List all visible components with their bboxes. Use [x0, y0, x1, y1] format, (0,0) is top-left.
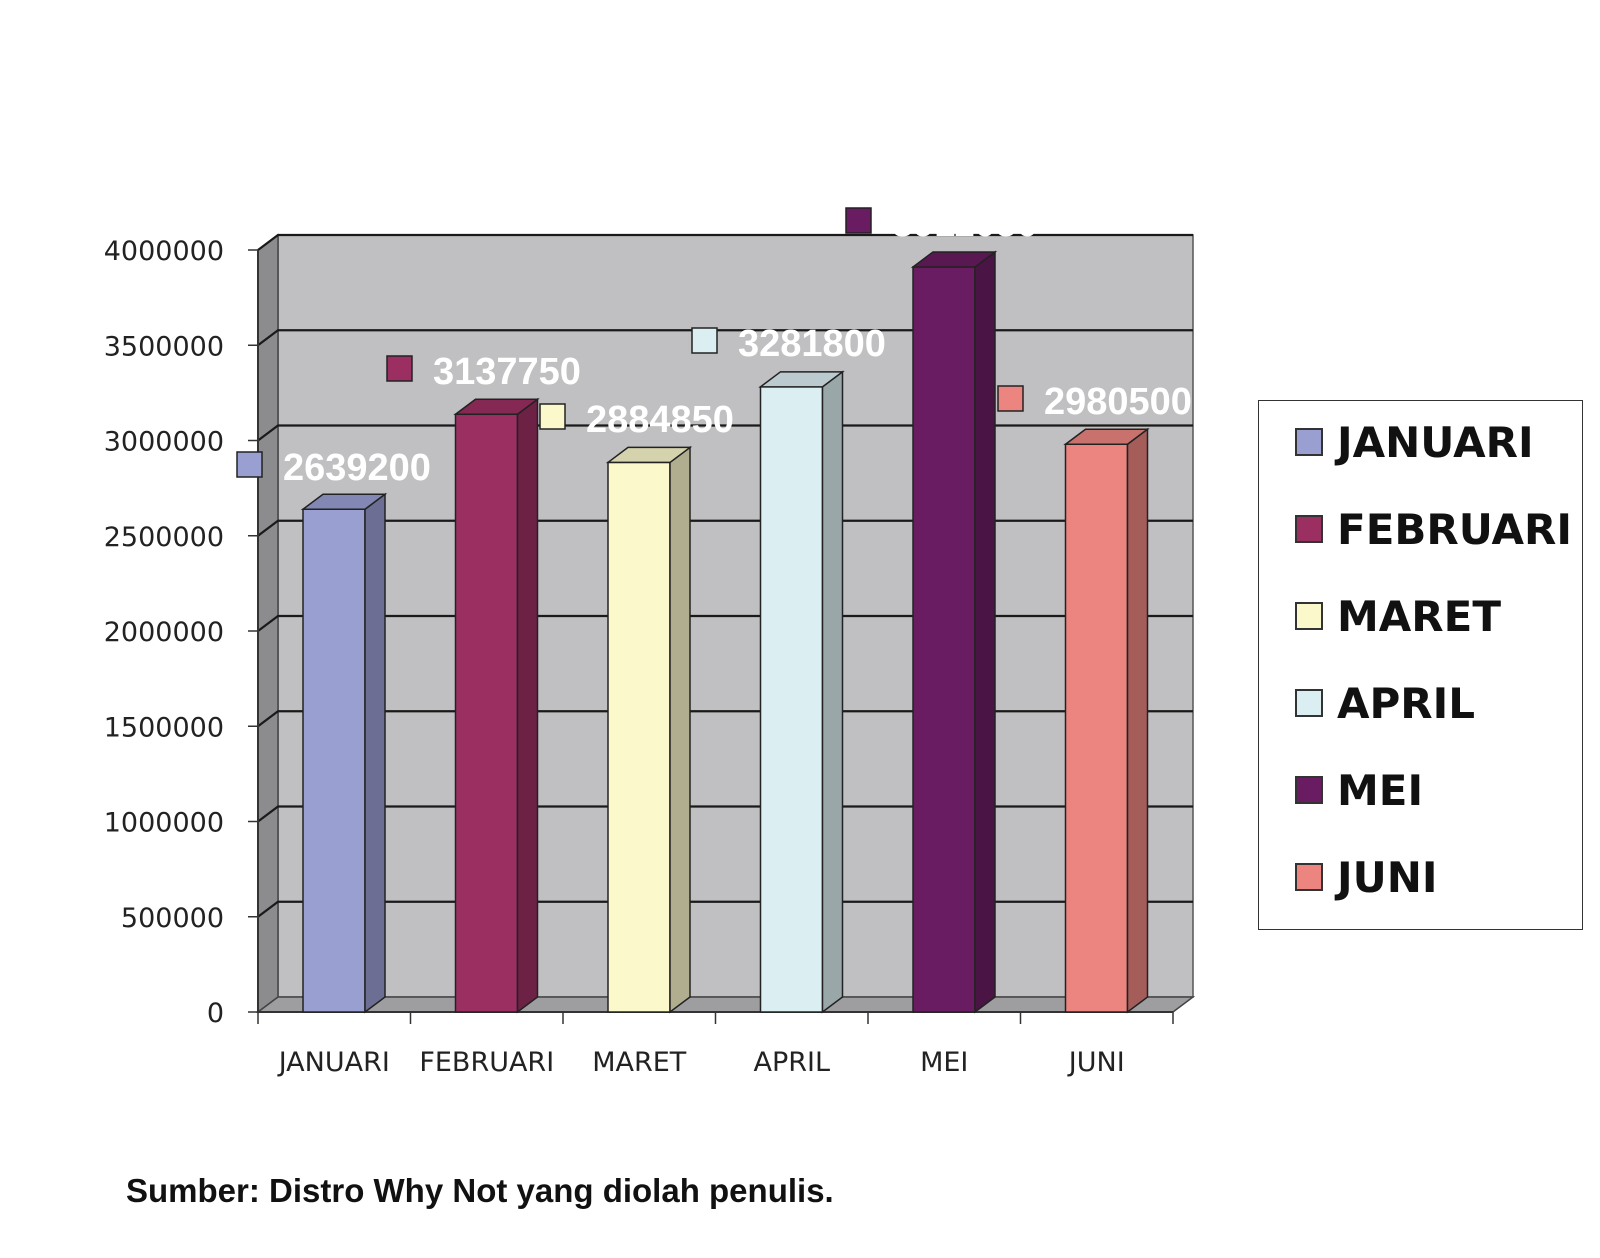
gridline — [257, 900, 1193, 918]
legend-item: JUNI — [1295, 852, 1438, 902]
legend-item: FEBRUARI — [1295, 504, 1572, 554]
x-tick-label: MEI — [920, 1047, 968, 1078]
data-label-marker — [997, 385, 1024, 412]
legend-label: APRIL — [1337, 678, 1476, 728]
gridline — [257, 805, 1193, 823]
legend-item: JANUARI — [1295, 417, 1534, 467]
legend-swatch — [1295, 689, 1323, 717]
bar-side-april — [821, 370, 844, 1014]
data-label: 2639200 — [283, 447, 431, 489]
legend-swatch — [1295, 515, 1323, 543]
y-tick-label: 0 — [207, 998, 224, 1029]
legend-swatch — [1295, 428, 1323, 456]
legend-label: JUNI — [1337, 852, 1438, 902]
legend-label: FEBRUARI — [1337, 504, 1573, 554]
y-tick-label: 3000000 — [104, 427, 224, 458]
data-label-marker — [236, 451, 263, 478]
bar-top-mei — [910, 251, 998, 268]
legend-swatch — [1295, 602, 1323, 630]
data-label: 3911050 — [892, 203, 1038, 245]
y-tick-label: 500000 — [121, 903, 224, 934]
gridline — [257, 329, 1193, 347]
bar-top-januari — [300, 493, 388, 510]
y-tick-label: 4000000 — [104, 236, 224, 267]
legend-item: MARET — [1295, 591, 1501, 641]
legend-swatch — [1295, 776, 1323, 804]
bar-juni — [1064, 443, 1129, 1013]
plot-floor — [255, 996, 1196, 1013]
data-label-marker — [691, 327, 718, 354]
legend-label: MEI — [1337, 765, 1424, 815]
y-tick-label: 2500000 — [104, 522, 224, 553]
legend-item: MEI — [1295, 765, 1423, 815]
legend-swatch — [1295, 863, 1323, 891]
bar-top-juni — [1063, 428, 1150, 445]
bar-side-juni — [1126, 427, 1149, 1014]
bar-top-maret — [605, 446, 693, 464]
y-tick-label: 2000000 — [104, 617, 224, 648]
gridline — [257, 614, 1193, 632]
y-tick-label: 1000000 — [104, 808, 224, 839]
x-tick-label: FEBRUARI — [419, 1047, 554, 1078]
bar-top-februari — [453, 398, 540, 416]
bar-side-maret — [669, 445, 691, 1014]
data-label: 3137750 — [433, 351, 581, 393]
bar-maret — [607, 461, 671, 1013]
bar-side-mei — [974, 250, 996, 1014]
chart-legend: JANUARI FEBRUARI MARET APRIL MEI JUNI — [1258, 400, 1583, 930]
legend-item: APRIL — [1295, 678, 1475, 728]
x-tick-label: APRIL — [753, 1047, 830, 1078]
data-label: 2884850 — [586, 399, 734, 441]
x-tick-label: JUNI — [1067, 1047, 1125, 1078]
data-label-marker — [386, 355, 413, 382]
bar-mei — [912, 266, 976, 1013]
bar-januari — [302, 508, 366, 1013]
data-label: 2980500 — [1044, 381, 1192, 423]
legend-label: JANUARI — [1337, 417, 1534, 467]
data-label-marker — [845, 207, 872, 234]
gridline — [257, 710, 1193, 728]
bar-side-februari — [516, 397, 539, 1014]
legend-label: MARET — [1337, 591, 1501, 641]
x-tick-label: MARET — [592, 1047, 687, 1078]
gridline — [257, 424, 1193, 442]
y-tick-label: 1500000 — [104, 712, 224, 743]
source-caption: Sumber: Distro Why Not yang diolah penul… — [126, 1172, 834, 1209]
data-label: 3281800 — [738, 323, 886, 365]
gridline — [257, 233, 1193, 251]
x-tick-label: JANUARI — [277, 1047, 390, 1078]
data-label-marker — [539, 403, 566, 430]
gridline — [257, 519, 1193, 537]
bar-side-januari — [364, 492, 386, 1014]
bar-februari — [454, 413, 519, 1013]
y-tick-label: 3500000 — [104, 331, 224, 362]
bar-april — [759, 386, 824, 1013]
bar-top-april — [758, 371, 845, 388]
